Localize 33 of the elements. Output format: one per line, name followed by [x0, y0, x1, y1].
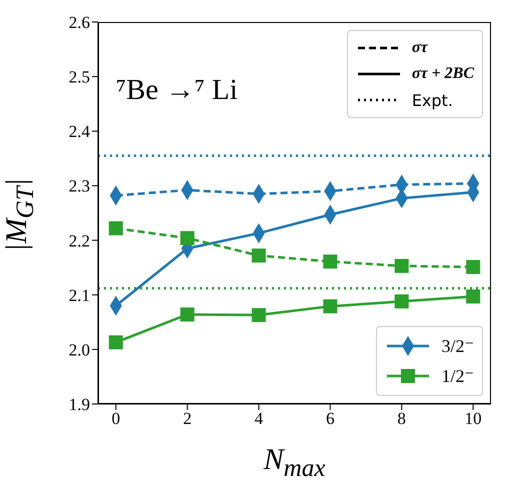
x-axis-title: N$_{max}$ [262, 443, 326, 483]
legend-label: 3/2⁻ [441, 336, 474, 356]
y-tick-label: 2.1 [68, 286, 90, 305]
y-tick-label: 2.3 [68, 176, 90, 196]
point [466, 260, 480, 274]
x-tick-label: 2 [183, 409, 192, 428]
x-tick-label: 4 [254, 409, 264, 428]
x-tick-label: 0 [112, 409, 120, 428]
point [252, 248, 266, 263]
annotation: Expt. [412, 90, 453, 110]
y-tick-label: 1.9 [68, 395, 90, 414]
point [108, 221, 123, 236]
point [180, 308, 194, 322]
point [180, 231, 194, 246]
legend-label: 1/2⁻ [441, 366, 474, 386]
point [323, 254, 338, 269]
y-tick-label: 2.6 [68, 13, 90, 32]
point [394, 258, 409, 273]
text: ⁷Be →⁷ Li [116, 74, 238, 107]
y-tick-label: 2.2 [68, 231, 90, 250]
annotation: στ + 2BC [412, 65, 474, 83]
x-tick-label: 8 [397, 409, 406, 428]
x-tick-label: 10 [464, 409, 482, 428]
x-tick-label: 6 [326, 409, 334, 428]
point [466, 289, 480, 304]
point [323, 299, 338, 314]
y-tick-label: 2.5 [68, 68, 90, 87]
point [394, 294, 409, 308]
point [108, 335, 123, 350]
y-tick-label: 2.0 [68, 340, 90, 360]
y-tick-label: 2.4 [68, 122, 90, 142]
point [252, 308, 266, 322]
annotation: στ [412, 39, 428, 57]
